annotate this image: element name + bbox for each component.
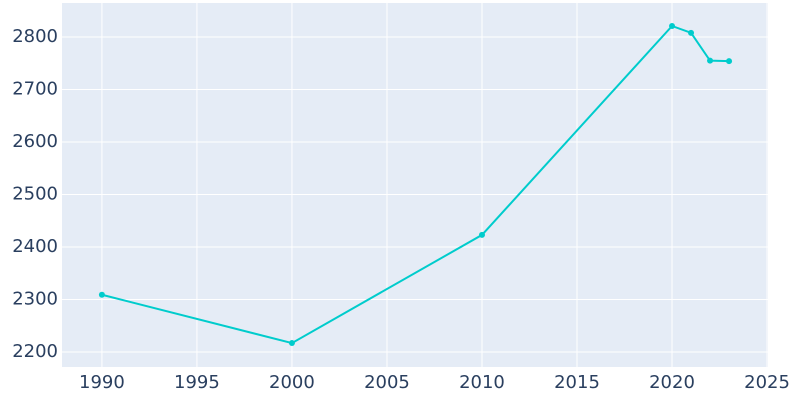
x-tick-label: 2015 <box>554 372 600 393</box>
point <box>688 29 695 36</box>
y-tick-label: 2600 <box>12 131 58 152</box>
x-tick-label: 2025 <box>744 372 790 393</box>
point <box>707 57 714 64</box>
y-tick-label: 2200 <box>12 341 58 362</box>
plot-area <box>62 3 768 367</box>
y-tick-label: 2400 <box>12 236 58 257</box>
point <box>288 340 295 347</box>
point <box>726 58 733 65</box>
point <box>478 231 485 238</box>
point <box>98 291 105 298</box>
x-tick-label: 1995 <box>174 372 220 393</box>
point <box>669 22 676 29</box>
x-tick-label: 1990 <box>79 372 125 393</box>
y-tick-label: 2500 <box>12 184 58 205</box>
y-tick-label: 2300 <box>12 288 58 309</box>
y-tick-label: 2800 <box>12 26 58 47</box>
x-tick-label: 2000 <box>269 372 315 393</box>
x-tick-label: 2020 <box>649 372 695 393</box>
x-tick-label: 2005 <box>364 372 410 393</box>
x-tick-label: 2010 <box>459 372 505 393</box>
y-tick-label: 2700 <box>12 79 58 100</box>
